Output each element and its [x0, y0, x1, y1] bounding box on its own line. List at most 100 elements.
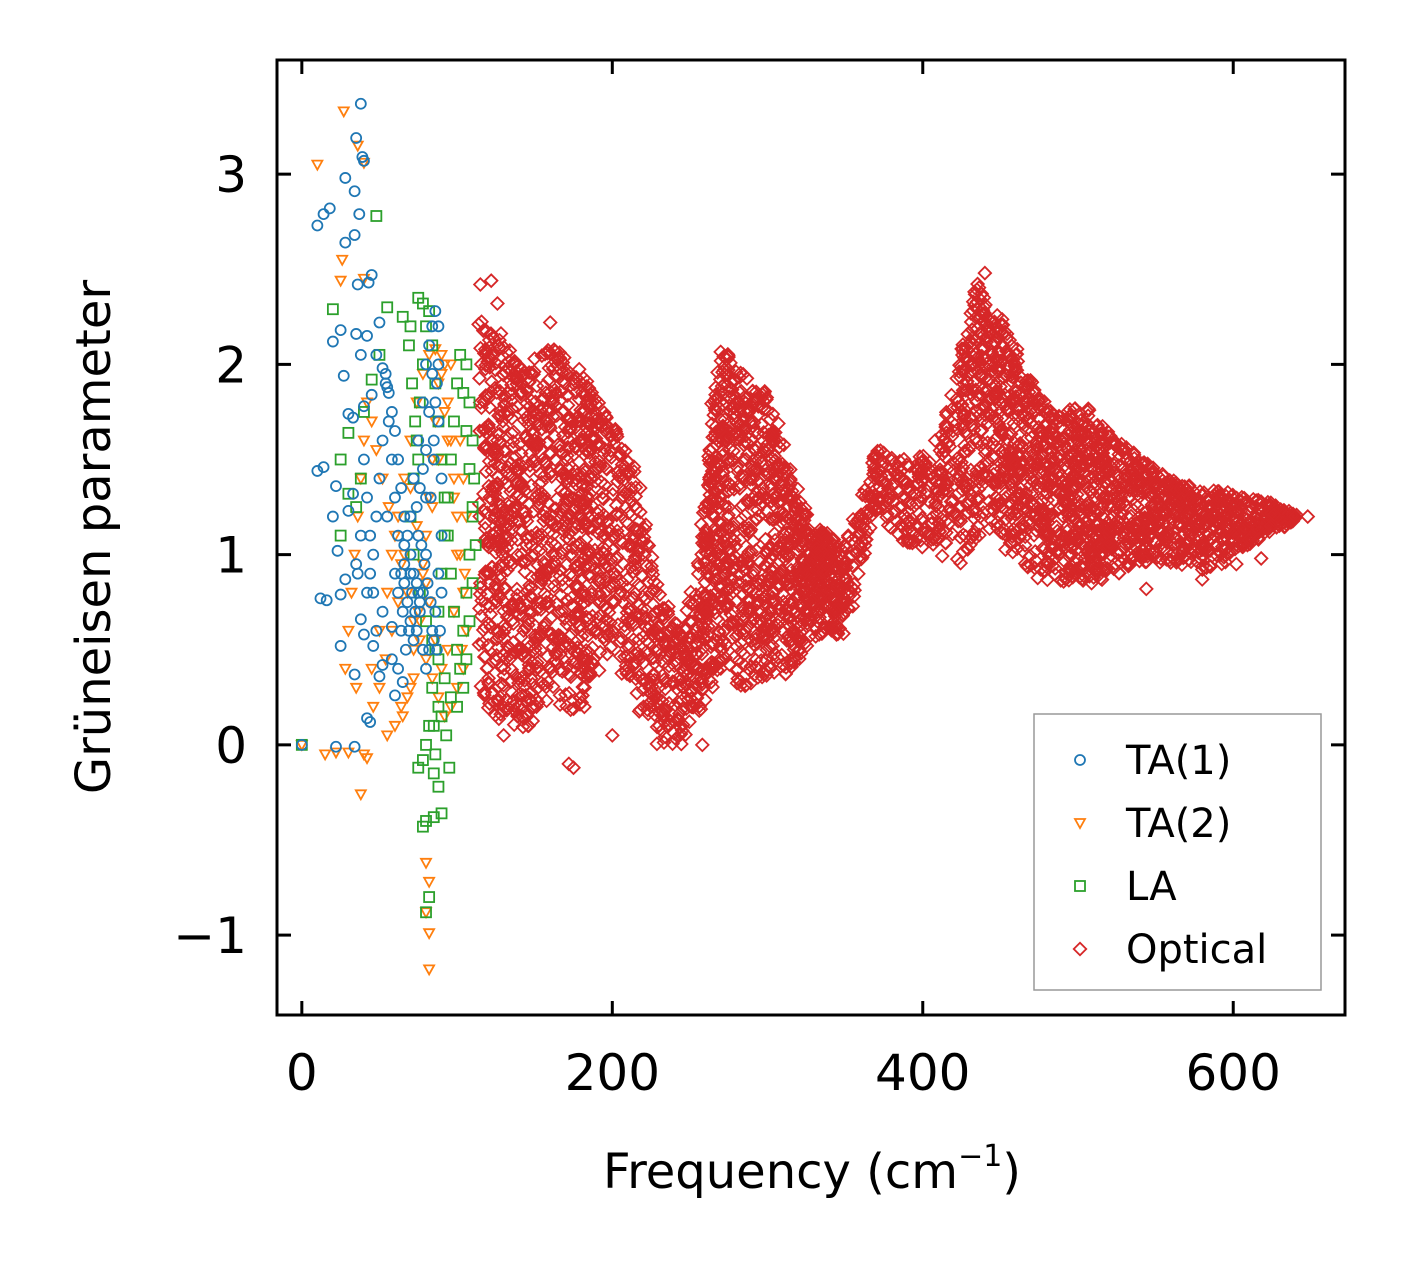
data-point-optical	[717, 607, 733, 623]
data-point-optical	[850, 566, 866, 582]
data-point-ta-2-	[431, 692, 445, 705]
data-point-optical	[960, 505, 977, 521]
data-point-optical	[736, 562, 752, 578]
data-point-optical	[698, 560, 714, 576]
data-point-optical	[472, 395, 488, 411]
data-point-optical	[585, 432, 601, 448]
data-point-optical	[971, 474, 987, 490]
data-point-optical	[1022, 478, 1038, 494]
data-point-optical	[733, 511, 749, 527]
data-point-ta-1-	[361, 329, 373, 342]
data-point-optical	[655, 667, 671, 683]
data-point-optical	[1055, 508, 1071, 524]
data-point-optical	[523, 423, 539, 439]
data-point-optical	[985, 449, 1001, 465]
data-point-optical	[799, 593, 815, 609]
data-point-la	[435, 807, 448, 820]
data-point-optical	[475, 635, 491, 651]
data-point-optical	[1219, 518, 1235, 534]
data-point-optical	[778, 666, 794, 682]
data-point-optical	[844, 532, 860, 548]
data-point-optical	[691, 558, 707, 574]
data-point-optical	[686, 596, 702, 612]
data-point-optical	[757, 401, 773, 417]
data-point-ta-2-	[453, 435, 467, 448]
data-point-optical	[500, 408, 516, 424]
data-point-optical	[643, 699, 659, 715]
data-point-optical	[585, 651, 601, 667]
data-point-optical	[674, 630, 690, 646]
data-point-optical	[902, 458, 918, 474]
data-point-ta-2-	[456, 473, 470, 486]
data-point-optical	[590, 515, 606, 531]
data-point-optical	[523, 580, 539, 596]
data-point-optical	[1089, 518, 1105, 534]
data-point-optical	[991, 492, 1007, 508]
data-point-optical	[572, 617, 588, 633]
data-point-optical	[731, 566, 747, 582]
data-point-optical	[719, 517, 735, 533]
data-point-optical	[986, 462, 1002, 478]
data-point-la	[435, 453, 448, 466]
data-point-optical	[872, 462, 888, 478]
data-point-optical	[955, 472, 971, 488]
data-point-optical	[558, 484, 574, 500]
data-point-ta-2-	[354, 473, 368, 486]
data-point-la	[365, 373, 378, 386]
data-point-ta-1-	[295, 738, 308, 751]
data-point-optical	[496, 579, 512, 595]
data-point-optical	[534, 527, 550, 543]
data-point-optical	[639, 632, 655, 648]
data-point-optical	[720, 451, 736, 467]
data-point-ta-2-	[425, 673, 439, 686]
data-point-optical	[548, 387, 564, 403]
data-point-optical	[750, 669, 766, 685]
data-point-optical	[1194, 562, 1210, 578]
data-point-la	[381, 301, 394, 314]
data-point-la	[420, 320, 432, 333]
data-point-ta-1-	[330, 740, 342, 753]
data-point-optical	[1070, 479, 1086, 495]
data-point-optical	[528, 691, 544, 707]
data-point-optical	[1020, 378, 1036, 394]
data-point-optical	[759, 389, 775, 406]
data-point-optical	[992, 358, 1008, 374]
data-point-optical	[1099, 561, 1116, 577]
data-point-optical	[608, 423, 624, 439]
data-point-optical	[764, 432, 780, 448]
data-point-optical	[1153, 551, 1169, 567]
data-point-optical	[762, 660, 778, 676]
data-point-la	[423, 305, 436, 318]
data-point-optical	[632, 647, 649, 663]
data-point-optical	[527, 627, 543, 643]
data-point-optical	[609, 507, 625, 523]
data-point-optical	[781, 576, 797, 592]
data-point-optical	[650, 695, 666, 711]
data-point-optical	[782, 609, 798, 625]
data-point-optical	[635, 682, 651, 698]
data-point-optical	[1062, 487, 1078, 503]
data-point-optical	[476, 345, 492, 361]
data-point-optical	[723, 519, 739, 535]
data-point-optical	[543, 610, 559, 626]
data-point-optical	[549, 633, 565, 649]
data-point-ta-1-	[330, 480, 342, 493]
data-point-optical	[1020, 376, 1036, 392]
data-point-optical	[1057, 535, 1073, 551]
data-point-optical	[876, 445, 892, 461]
data-point-optical	[515, 719, 531, 735]
data-point-optical	[726, 373, 743, 389]
data-point-optical	[527, 640, 543, 656]
data-point-optical	[553, 461, 569, 477]
data-point-optical	[903, 496, 919, 512]
data-point-optical	[1041, 557, 1057, 573]
data-point-optical	[573, 511, 589, 527]
data-point-optical	[953, 513, 969, 529]
data-point-optical	[588, 406, 604, 422]
data-point-optical	[476, 394, 492, 410]
data-point-optical	[1092, 442, 1108, 458]
data-point-optical	[605, 431, 621, 447]
data-point-optical	[654, 708, 670, 724]
data-point-optical	[634, 533, 650, 549]
data-point-optical	[554, 545, 570, 561]
